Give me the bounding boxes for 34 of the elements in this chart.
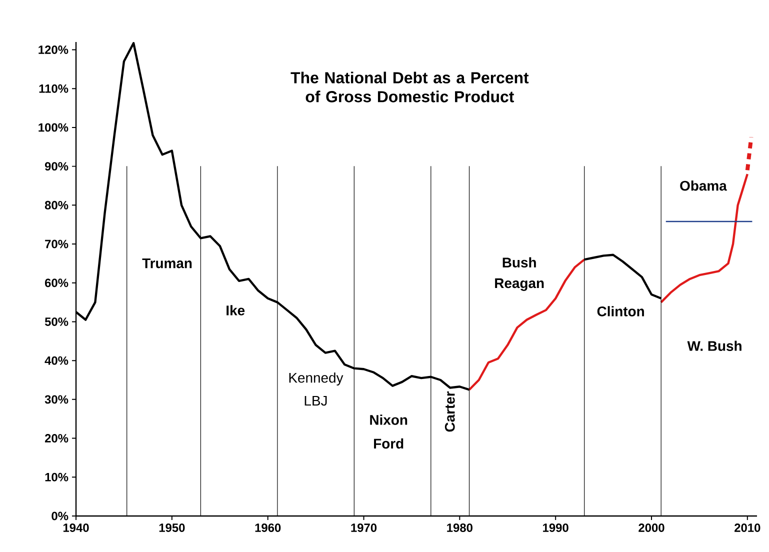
annotation: Truman — [142, 258, 192, 268]
x-tick-label: 1950 — [159, 524, 185, 532]
annotation: Ike — [226, 305, 245, 316]
y-tick-label: 120% — [38, 46, 68, 54]
y-tick-label: 60% — [45, 278, 68, 288]
y-tick-label: 20% — [44, 434, 68, 443]
text: The National Debt as a Percent of Gross Domestic Product — [290, 72, 529, 102]
annotation: Carter — [444, 391, 455, 432]
y-tick-label: 10% — [45, 472, 68, 482]
annotation: W. Bush — [687, 340, 742, 351]
annotation: Ford — [374, 438, 404, 449]
x-tick-label: 2010 — [734, 524, 760, 532]
x-tick-label: 1940 — [63, 524, 89, 532]
y-tick-label: 90% — [44, 162, 68, 171]
x-tick-label: 2000 — [638, 524, 664, 532]
annotation: Nixon — [370, 414, 408, 425]
y-tick-label: 0% — [52, 512, 68, 520]
annotation: Clinton — [597, 306, 644, 316]
annotation: Obama — [680, 180, 727, 191]
y-tick-label: 100% — [38, 123, 68, 132]
annotation: Reagan — [495, 278, 544, 291]
x-tick-label: 1990 — [543, 524, 568, 532]
y-tick-label: 30% — [44, 395, 68, 404]
y-tick-label: 110% — [39, 84, 68, 93]
annotation: Bush — [502, 257, 536, 268]
annotation: Kennedy — [289, 372, 344, 386]
annotation: LBJ — [304, 396, 327, 406]
y-tick-label: 50% — [44, 317, 68, 326]
x-tick-label: 1960 — [255, 524, 281, 532]
x-tick-label: 1980 — [447, 524, 472, 532]
y-tick-label: 40% — [44, 356, 68, 365]
x-tick-label: 1970 — [351, 524, 377, 532]
y-tick-label: 80% — [44, 200, 68, 210]
y-tick-label: 70% — [45, 240, 68, 248]
